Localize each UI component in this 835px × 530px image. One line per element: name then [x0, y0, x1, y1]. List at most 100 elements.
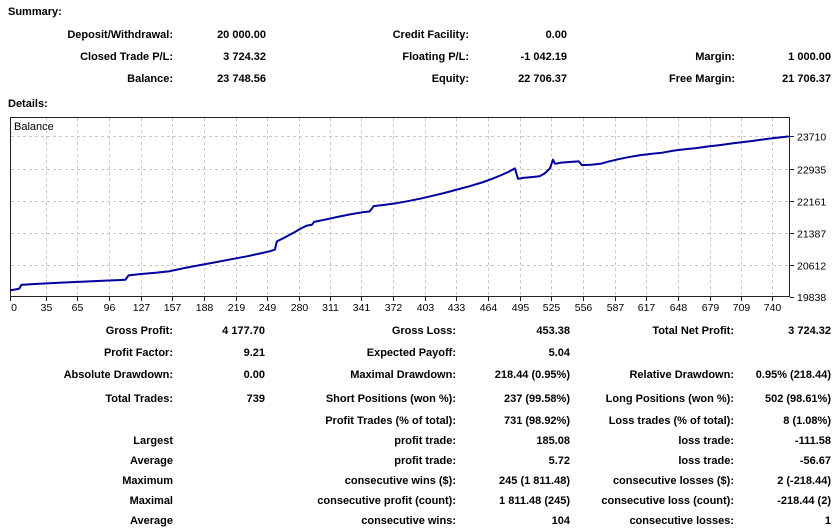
summary-value: 3 724.32 [223, 51, 266, 63]
x-axis-label: 525 [543, 302, 561, 314]
summary-value: 20 000.00 [217, 29, 266, 41]
summary-label: Closed Trade P/L: [80, 51, 173, 63]
x-axis-label: 587 [607, 302, 625, 314]
stat-value: 104 [551, 515, 570, 527]
x-axis-label: 219 [228, 302, 246, 314]
x-axis-label: 740 [764, 302, 782, 314]
balance-chart: 23710 22935 22161 21387 20612 19838 0 35 65 96 127… [10, 117, 826, 314]
summary-value: -1 042.19 [520, 51, 567, 63]
stat-label: consecutive wins: [361, 515, 456, 527]
stat-value: 8 (1.08%) [783, 415, 831, 427]
x-axis-label: 709 [733, 302, 751, 314]
summary-label: Deposit/Withdrawal: [67, 29, 173, 41]
stat-value: 5.72 [548, 455, 570, 467]
x-axis-label: 249 [259, 302, 277, 314]
stat-label: Relative Drawdown: [629, 369, 734, 381]
stat-label: Average [129, 515, 173, 527]
x-axis-label: 679 [702, 302, 720, 314]
stat-label: consecutive losses: [629, 515, 734, 527]
stat-value: 237 (99.58%) [503, 393, 570, 405]
summary-label: Margin: [695, 51, 735, 63]
y-axis-label: 22161 [797, 197, 826, 209]
stat-value: 3 724.32 [788, 325, 831, 337]
stat-label: Total Net Profit: [652, 325, 734, 337]
stat-value: 9.21 [243, 347, 265, 359]
stat-label: Maximal Drawdown: [350, 369, 456, 381]
balance-line [10, 135, 789, 292]
stat-value: 5.04 [548, 347, 570, 359]
stat-value: 0.00 [243, 369, 265, 381]
stat-value: 502 (98.61%) [764, 393, 831, 405]
x-axis-label: 280 [291, 302, 309, 314]
x-axis-label: 0 [11, 302, 17, 314]
summary-value: 1 000.00 [788, 51, 831, 63]
stat-value: 453.38 [536, 325, 570, 337]
summary-label: Floating P/L: [402, 51, 469, 63]
stat-value: 2 (-218.44) [777, 475, 831, 487]
x-axis-label: 35 [41, 302, 53, 314]
stat-label: loss trade: [678, 435, 734, 447]
x-axis-label: 556 [575, 302, 593, 314]
x-axis-label: 341 [353, 302, 371, 314]
summary-value: 21 706.37 [782, 73, 831, 85]
x-axis-label: 617 [638, 302, 656, 314]
x-axis-label: 403 [417, 302, 435, 314]
chart-series-title: Balance [14, 121, 54, 133]
details-section-title: Details: [8, 98, 48, 110]
summary-label: Balance: [127, 73, 173, 85]
stat-label: Long Positions (won %): [605, 393, 734, 405]
stat-label: Expected Payoff: [366, 347, 456, 359]
stat-label: Absolute Drawdown: [63, 369, 173, 381]
stat-label: consecutive profit (count): [317, 495, 456, 507]
summary-value: 23 748.56 [217, 73, 266, 85]
stat-label: Profit Trades (% of total): [325, 415, 456, 427]
stat-label: Short Positions (won %): [325, 393, 456, 405]
x-axis-label: 188 [196, 302, 214, 314]
stat-value: -111.58 [794, 435, 831, 447]
stat-value: -56.67 [799, 455, 831, 467]
y-axis-label: 21387 [797, 229, 826, 241]
x-axis-label: 464 [480, 302, 498, 314]
stat-value: 0.95% (218.44) [755, 369, 831, 381]
stat-value: 1 [824, 515, 831, 527]
stat-label: Total Trades: [105, 393, 173, 405]
x-axis-label: 495 [512, 302, 530, 314]
x-axis-label: 433 [448, 302, 466, 314]
y-axis-label: 20612 [797, 261, 826, 273]
x-axis-label: 96 [104, 302, 116, 314]
x-axis-label: 127 [133, 302, 151, 314]
stat-value: 218.44 (0.95%) [494, 369, 570, 381]
stat-value: -218.44 (2) [777, 495, 831, 507]
y-axis-label: 19838 [797, 292, 826, 304]
x-axis-label: 311 [322, 302, 339, 314]
summary-label: Free Margin: [668, 73, 735, 85]
stat-label: Average [129, 455, 173, 467]
stat-label: consecutive losses ($): [612, 475, 734, 487]
stat-label: Gross Profit: [105, 325, 173, 337]
stat-label: Profit Factor: [103, 347, 173, 359]
stat-label: consecutive loss (count): [601, 495, 734, 507]
stat-label: loss trade: [678, 455, 734, 467]
summary-label: Credit Facility: [392, 29, 469, 41]
stat-label: Largest [133, 435, 173, 447]
stat-value: 185.08 [536, 435, 570, 447]
stat-value: 1 811.48 (245) [499, 495, 570, 507]
y-axis-label: 22935 [797, 165, 826, 177]
stat-value: 4 177.70 [222, 325, 265, 337]
summary-value: 0.00 [545, 29, 567, 41]
stat-label: Gross Loss: [391, 325, 456, 337]
stat-value: 731 (98.92%) [503, 415, 570, 427]
stat-label: Maximum [122, 475, 173, 487]
x-axis-label: 157 [164, 302, 182, 314]
x-axis-label: 65 [72, 302, 84, 314]
stat-label: consecutive wins ($): [344, 475, 456, 487]
stat-value: 245 (1 811.48) [499, 475, 570, 487]
summary-section-title: Summary: [8, 6, 62, 18]
stat-label: profit trade: [394, 435, 456, 447]
stat-label: Loss trades (% of total): [608, 415, 734, 427]
stat-label: Maximal [129, 495, 173, 507]
x-axis-label: 372 [385, 302, 403, 314]
stat-value: 739 [246, 393, 265, 405]
x-axis-label: 648 [670, 302, 688, 314]
